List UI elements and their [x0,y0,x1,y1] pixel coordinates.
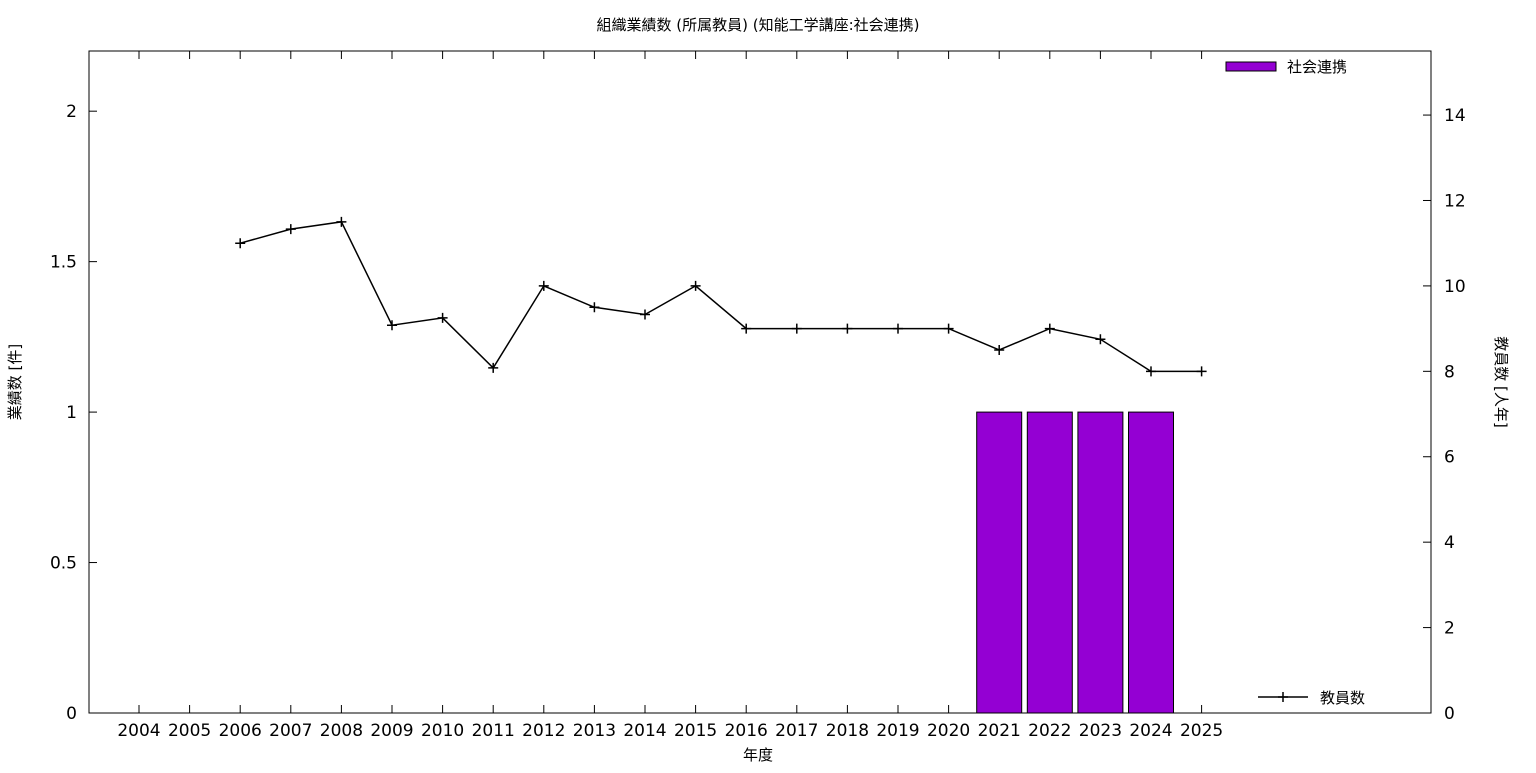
y-tick-label: 1.5 [50,253,77,273]
y-axis-title: 業績数 [件] [6,344,24,420]
y2-tick-label: 4 [1444,533,1455,553]
chart-title: 組織業績数 (所属教員) (知能工学講座:社会連携) [596,16,919,34]
x-tick-label: 2013 [573,721,616,741]
x-tick-label: 2008 [320,721,363,741]
bar [976,411,1023,714]
x-tick-label: 2010 [421,721,464,741]
plot-frame [88,50,1432,714]
y2-tick-label: 6 [1444,448,1455,468]
line-series [239,221,1202,373]
x-tick-label: 2017 [775,721,818,741]
x-axis-title: 年度 [743,746,773,764]
y2-tick-label: 12 [1444,191,1466,211]
x-tick-label: 2021 [978,721,1021,741]
bar [1026,411,1073,714]
x-tick-label: 2005 [168,721,211,741]
x-tick-label: 2025 [1180,721,1223,741]
x-tick-label: 2014 [623,721,666,741]
y-tick-label: 2 [66,102,77,122]
x-tick-label: 2023 [1079,721,1122,741]
y-tick-label: 0.5 [50,554,77,574]
bar [1077,411,1124,714]
x-tick-label: 2006 [219,721,262,741]
line-point [437,312,448,323]
y2-tick-label: 8 [1444,362,1455,382]
y2-tick-label: 0 [1444,704,1455,724]
line-point [336,216,347,227]
x-tick-label: 2011 [472,721,515,741]
line-point [994,344,1005,355]
x-tick-label: 2004 [117,721,160,741]
y2-tick-label: 14 [1444,106,1466,126]
legend-line-marker [1278,692,1288,702]
line-point [285,224,296,235]
line-point [690,280,701,291]
y2-tick-label: 2 [1444,619,1455,639]
line-point [387,320,397,331]
legend-bar-swatch [1225,61,1277,72]
line-point [943,323,954,334]
x-tick-label: 2007 [269,721,312,741]
x-tick-label: 2016 [725,721,768,741]
x-tick-label: 2024 [1129,721,1172,741]
x-tick-label: 2012 [522,721,565,741]
y2-axis-title: 教員数 [人年] [1492,336,1510,427]
line-point [538,280,549,291]
line-point [488,362,499,373]
x-tick-label: 2022 [1028,721,1071,741]
line-point [893,323,903,334]
y-tick-label: 1 [66,403,77,423]
line-point [791,323,802,334]
x-tick-label: 2019 [876,721,919,741]
bar [1128,411,1174,714]
x-tick-label: 2015 [674,721,717,741]
line-point [1196,366,1207,377]
line-point [842,323,853,334]
y2-tick-label: 10 [1444,277,1466,297]
legend-bar-label: 社会連携 [1287,58,1347,76]
line-point [1146,366,1156,377]
line-point [741,323,752,334]
legend-line-label: 教員数 [1320,689,1365,707]
x-tick-label: 2020 [927,721,970,741]
y-tick-label: 0 [66,704,77,724]
line-point [589,302,600,313]
line-point [1095,334,1106,345]
x-tick-label: 2018 [826,721,869,741]
line-point [640,309,650,320]
x-tick-label: 2009 [370,721,413,741]
line-point [235,238,246,249]
line-point [1044,323,1055,334]
